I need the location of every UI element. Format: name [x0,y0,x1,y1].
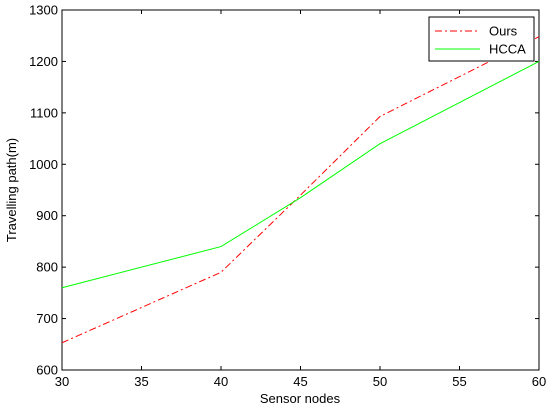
x-tick-label: 55 [452,374,466,389]
x-tick-label: 60 [532,374,546,389]
legend-label-ours: Ours [489,24,518,39]
y-tick-label: 1100 [30,105,58,120]
series-lines [61,36,540,344]
x-tick-label: 45 [293,374,307,389]
series-line-ours [61,36,540,344]
y-axis-title: Travelling path(m) [4,138,19,242]
x-tick-label: 40 [214,374,228,389]
y-tick-label: 700 [36,311,58,326]
legend: Ours HCCA [428,16,535,62]
y-tick-label: 800 [36,260,58,275]
y-tick-label: 600 [36,363,58,378]
x-tick-label: 50 [373,374,387,389]
axis-ticks: 30 35 40 45 50 55 60 600 700 800 900 1000 1100 1200 13… [29,3,546,390]
y-tick-label: 1300 [29,3,58,18]
x-tick-label: 35 [134,374,148,389]
x-axis-title: Sensor nodes [260,391,341,406]
legend-label-hcca: HCCA [489,42,526,57]
legend-box [428,16,535,62]
y-tick-label: 900 [36,208,58,223]
y-tick-label: 1000 [29,157,58,172]
series-line-hcca [61,60,540,289]
x-tick-label: 30 [55,374,69,389]
plot-area [61,9,540,371]
y-tick-label: 1200 [29,54,58,69]
